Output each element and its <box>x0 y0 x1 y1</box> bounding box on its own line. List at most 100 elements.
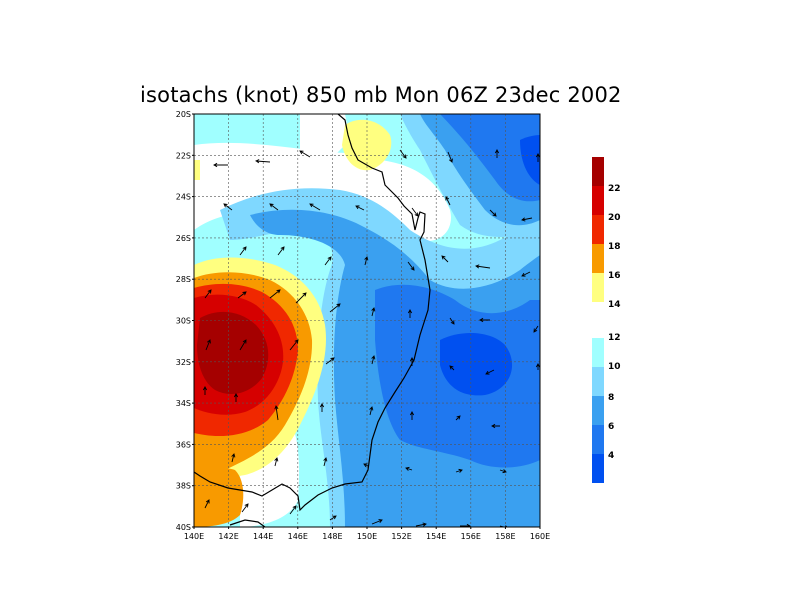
lat-tick-label: 22S <box>176 151 191 160</box>
colorbar-swatch <box>592 425 604 454</box>
lon-tick-label: 150E <box>357 532 377 541</box>
wind-vector <box>535 153 540 162</box>
lon-tick-label: 158E <box>495 532 515 541</box>
lon-tick-label: 142E <box>218 532 238 541</box>
colorbar-swatch <box>592 157 604 186</box>
wind-vector <box>447 151 453 163</box>
lat-axis: 20S 22S 24S 26S 28S 30S 32S 34S 36S 38S 40S <box>176 110 194 532</box>
wind-vector <box>355 205 365 211</box>
wind-vector <box>231 453 236 463</box>
wind-vector <box>289 505 297 515</box>
fill-22-24 <box>197 311 269 394</box>
wind-vector <box>319 403 325 412</box>
colorbar-label: 16 <box>608 271 621 281</box>
wind-vector <box>407 309 413 318</box>
wind-vector <box>455 415 461 421</box>
wind-vector <box>491 423 500 429</box>
wind-vector <box>289 339 299 351</box>
lon-tick-label: 152E <box>391 532 411 541</box>
wind-vector <box>202 386 208 395</box>
colorbar-swatch <box>592 396 604 425</box>
colorbar-label: 4 <box>608 451 614 461</box>
wind-vector <box>205 339 211 351</box>
fill-12-14-top <box>300 114 350 160</box>
wind-vector <box>521 271 531 277</box>
wind-vectors <box>202 149 540 527</box>
colorbar-swatch <box>592 338 604 367</box>
colorbar-swatch <box>592 367 604 396</box>
lat-tick-label: 30S <box>176 317 191 326</box>
lat-tick-label: 40S <box>176 523 191 532</box>
wind-vector <box>329 303 341 313</box>
colorbar-label: 12 <box>608 333 621 343</box>
lon-tick-label: 146E <box>288 532 308 541</box>
wind-vector <box>405 466 413 471</box>
lon-tick-label: 140E <box>184 532 204 541</box>
wind-vector <box>239 339 247 351</box>
wind-vector <box>455 468 463 473</box>
wind-vector <box>329 515 337 521</box>
wind-vector <box>277 246 285 256</box>
wind-vector <box>269 289 281 299</box>
lat-tick-label: 38S <box>176 482 191 491</box>
colorbar-label: 14 <box>608 300 621 310</box>
fill-2-4-core <box>440 333 513 396</box>
colorbar-label: 18 <box>608 242 621 252</box>
wind-vector <box>371 519 383 525</box>
lat-tick-label: 34S <box>176 399 191 408</box>
wind-vector <box>371 355 376 365</box>
island-coast <box>229 519 266 527</box>
colorbar-swatch <box>592 244 604 273</box>
colorbar-label: 8 <box>608 393 614 403</box>
lon-tick-label: 144E <box>253 532 273 541</box>
lat-tick-label: 24S <box>176 193 191 202</box>
wind-vector <box>479 317 490 323</box>
wind-vector <box>409 357 415 366</box>
wind-vector <box>213 162 228 168</box>
lat-tick-label: 28S <box>176 275 191 284</box>
fill-2-4-ne <box>520 135 540 185</box>
wind-vector <box>239 246 247 256</box>
wind-vector <box>274 405 279 421</box>
wind-vector <box>441 255 449 263</box>
wind-vector <box>309 203 321 211</box>
wind-vector <box>445 196 451 206</box>
wind-vector <box>323 457 328 467</box>
wind-vector <box>415 522 427 527</box>
wind-vector <box>521 217 533 222</box>
colorbar-swatch <box>592 273 604 302</box>
lon-axis: 140E 142E 144E 146E 148E 150E 152E 154E 156E 158E… <box>184 527 550 541</box>
wind-vector <box>325 357 335 365</box>
wind-vector <box>499 469 507 474</box>
colorbar-swatch <box>592 215 604 244</box>
wind-vector <box>369 406 374 416</box>
wind-vector <box>460 523 471 527</box>
fill-16-18-sw <box>194 468 244 527</box>
lon-tick-label: 148E <box>322 532 342 541</box>
wind-vector <box>324 256 332 266</box>
wind-vector <box>295 292 307 304</box>
colorbar: 22 20 18 16 14 12 10 8 6 4 <box>592 157 621 483</box>
wind-vector <box>233 393 239 402</box>
wind-vector <box>449 365 455 371</box>
wind-vector <box>274 457 279 467</box>
lon-tick-label: 160E <box>530 532 550 541</box>
colorbar-swatch <box>592 186 604 215</box>
wind-vector <box>204 499 210 509</box>
fill-4-6-ne <box>440 114 540 202</box>
map-title: isotachs (knot) 850 mb Mon 06Z 23dec 200… <box>140 83 622 107</box>
wind-vector <box>489 209 497 217</box>
wind-vector <box>475 264 491 269</box>
colorbar-swatch <box>592 454 604 483</box>
colorbar-label: 20 <box>608 213 621 223</box>
fill-14-16-north <box>342 119 392 171</box>
lon-tick-label: 156E <box>461 532 481 541</box>
coastline <box>194 114 431 512</box>
wind-vector <box>407 261 415 271</box>
wind-vector <box>411 207 419 217</box>
lon-tick-label: 154E <box>426 532 446 541</box>
lat-tick-label: 20S <box>176 110 191 119</box>
wind-vector <box>494 149 500 158</box>
wind-vector <box>269 203 279 211</box>
